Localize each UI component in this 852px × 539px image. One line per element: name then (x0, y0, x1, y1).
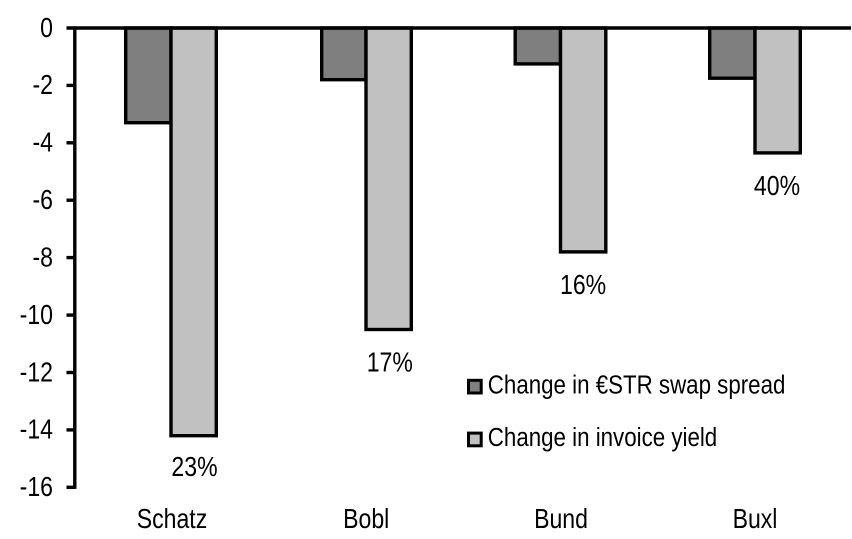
svg-text:Bund: Bund (534, 504, 588, 534)
svg-text:Change in invoice yield: Change in invoice yield (488, 424, 717, 453)
svg-text:0: 0 (40, 13, 53, 43)
svg-text:-6: -6 (32, 185, 53, 215)
svg-text:-16: -16 (20, 472, 53, 502)
svg-text:16%: 16% (560, 270, 606, 300)
svg-text:Bobl: Bobl (343, 504, 389, 534)
svg-text:-2: -2 (32, 70, 53, 100)
svg-text:-10: -10 (20, 300, 53, 330)
svg-text:-8: -8 (32, 243, 53, 273)
svg-text:-14: -14 (20, 415, 53, 445)
svg-text:23%: 23% (171, 452, 217, 482)
svg-text:17%: 17% (367, 348, 413, 378)
svg-text:Schatz: Schatz (137, 504, 208, 534)
svg-text:-4: -4 (32, 128, 53, 158)
svg-text:40%: 40% (754, 171, 800, 201)
svg-text:-12: -12 (20, 358, 53, 388)
svg-text:Change in €STR swap spread: Change in €STR swap spread (488, 371, 786, 400)
svg-text:Buxl: Buxl (733, 504, 778, 534)
